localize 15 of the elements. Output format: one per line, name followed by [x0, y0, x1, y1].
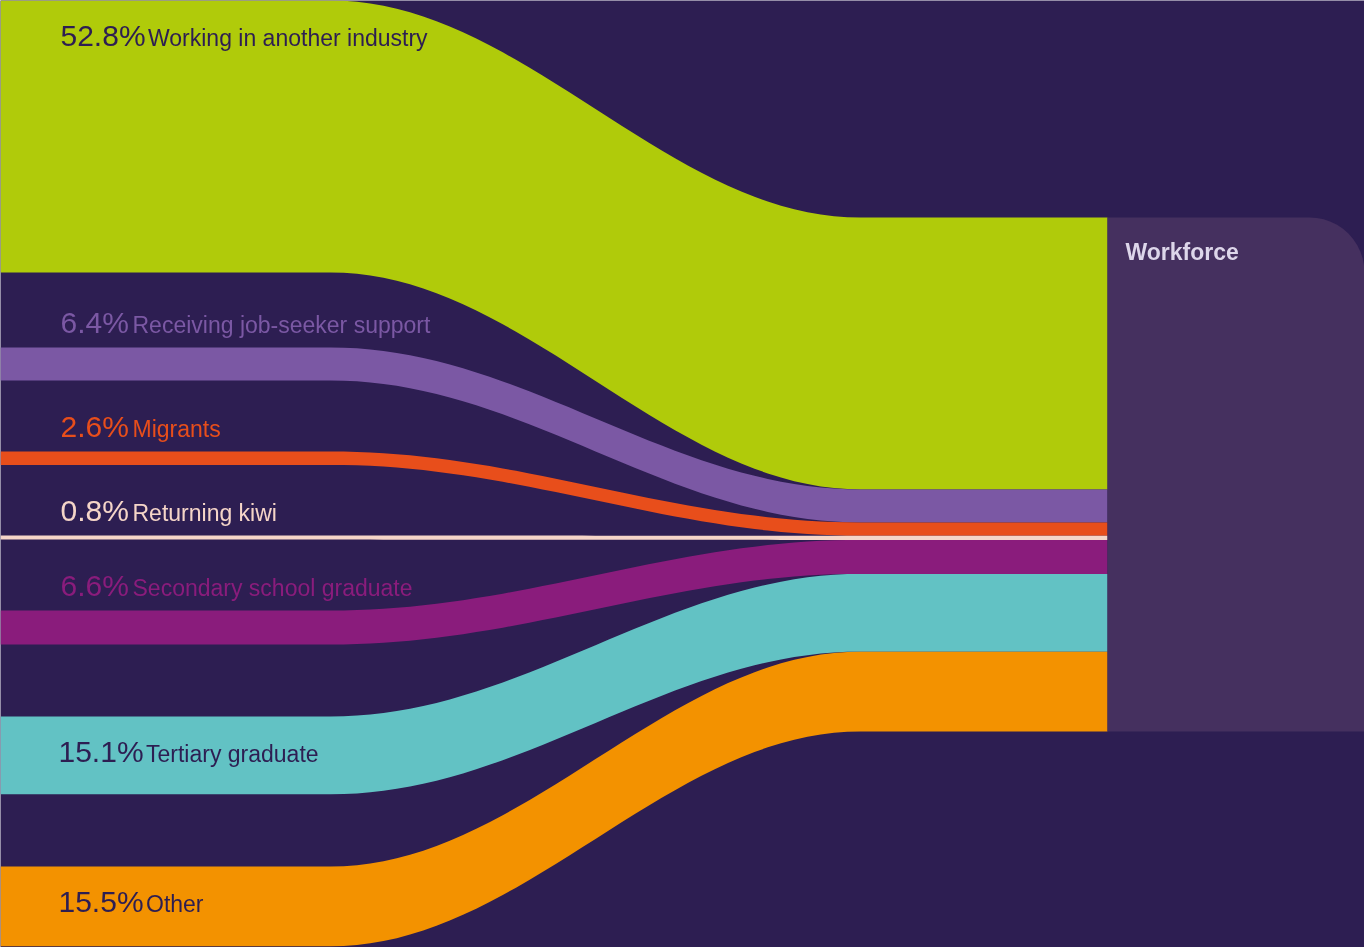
data-label: 15.1% — [58, 735, 144, 768]
data-label: 6.4% — [60, 306, 129, 339]
category-label: Migrants — [132, 415, 221, 442]
data-label: 15.5% — [58, 885, 144, 918]
data-label: 0.8% — [60, 494, 129, 527]
category-label: Secondary school graduate — [132, 574, 413, 601]
category-label: Working in another industry — [148, 24, 429, 51]
text: Workforce — [1125, 238, 1239, 265]
data-label: 2.6% — [60, 410, 129, 443]
category-label: Receiving job-seeker support — [132, 311, 431, 338]
category-label: Other — [146, 890, 204, 917]
data-label: 52.8% — [60, 19, 146, 52]
category-label: Returning kiwi — [132, 499, 277, 526]
data-label: 6.6% — [60, 569, 129, 602]
category-label: Tertiary graduate — [146, 740, 319, 767]
